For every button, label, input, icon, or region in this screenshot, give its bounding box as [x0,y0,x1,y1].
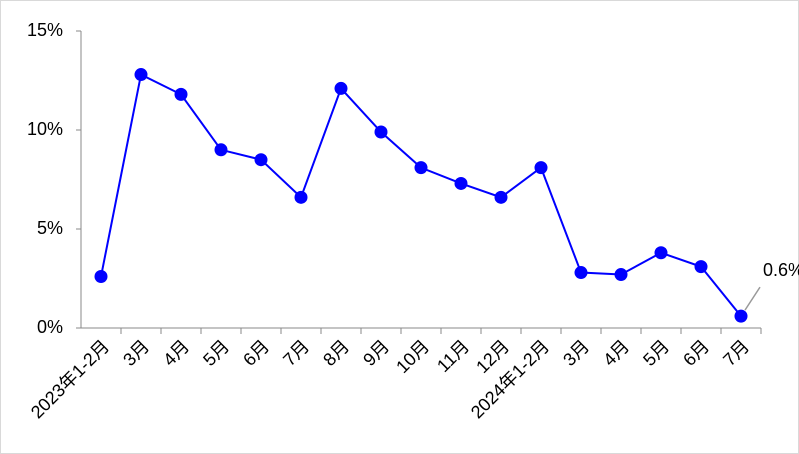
point [294,190,308,204]
point [134,68,148,82]
point [654,246,668,260]
y-tick-label: 0% [37,317,63,337]
point [214,143,228,157]
point [574,266,588,280]
point [454,176,468,190]
point [534,161,548,175]
point [494,190,508,204]
point [174,87,188,101]
point [334,81,348,95]
y-tick-label: 5% [37,218,63,238]
point [734,309,748,323]
point [694,260,708,274]
point [614,268,628,282]
point [254,153,268,167]
y-tick-label: 15% [27,20,63,40]
point [374,125,388,139]
label-leader [744,286,761,311]
point [94,270,108,284]
y-tick-label: 10% [27,119,63,139]
value-label: 0.6% [763,260,799,280]
point [414,161,428,175]
